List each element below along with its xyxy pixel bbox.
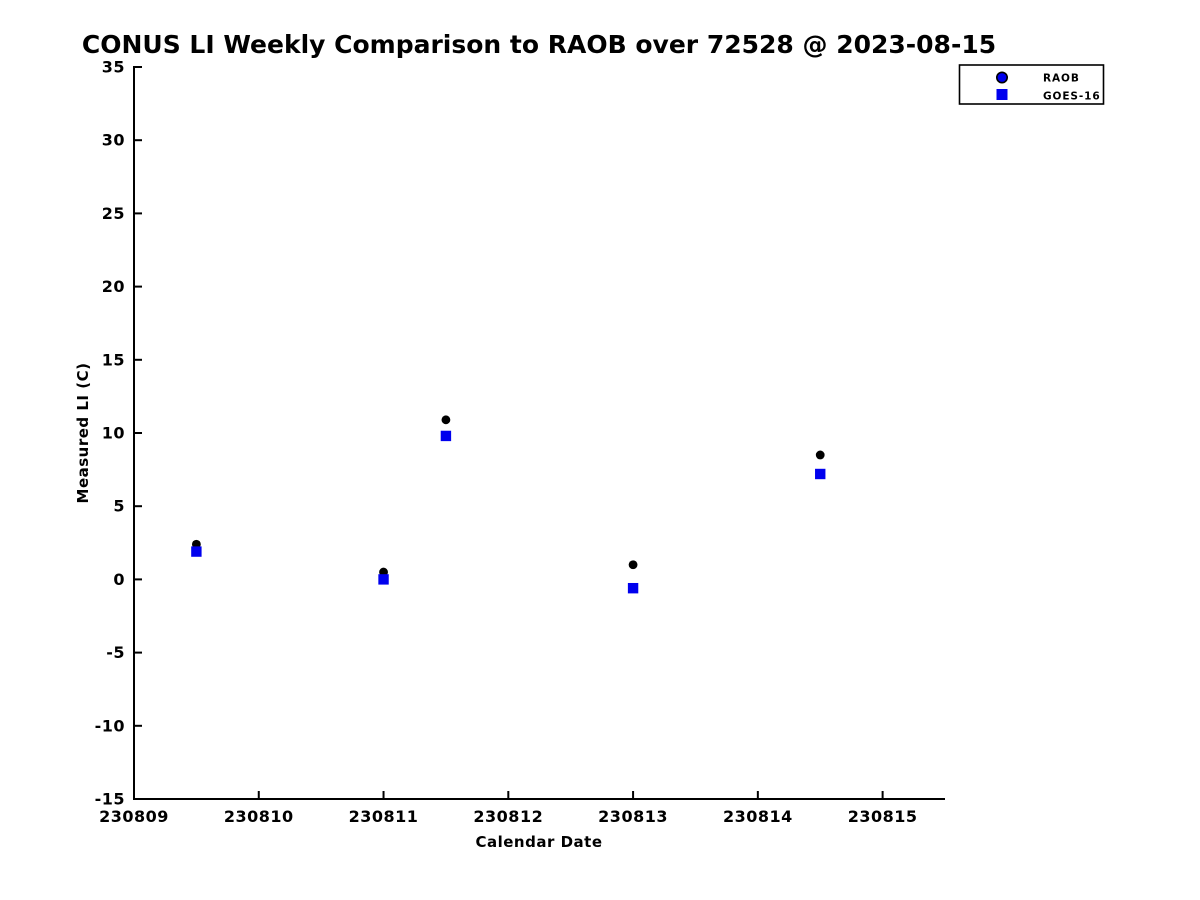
legend-box (958, 64, 1105, 105)
y-tick-label: 5 (113, 497, 125, 516)
goes16-marker-icon (996, 89, 1008, 100)
y-tick-label: 25 (102, 204, 125, 223)
x-tick-label: 230812 (473, 807, 543, 826)
goes16-point (627, 582, 639, 594)
x-tick-label: 230815 (848, 807, 918, 826)
goes16-point (378, 574, 389, 585)
x-axis-ticks: 230809 230810 230811 230812 230813 230814 2308… (99, 791, 917, 826)
x-tick-label: 230814 (723, 807, 793, 826)
x-tick-label: 230810 (224, 807, 294, 826)
raob-point (628, 560, 638, 570)
raob-marker-icon (995, 71, 1008, 84)
y-tick-label: 0 (113, 570, 125, 589)
raob-point (441, 415, 451, 425)
y-tick-label: 10 (102, 424, 125, 443)
x-axis-label: Calendar Date (475, 833, 602, 851)
y-tick-label: 30 (102, 131, 125, 150)
legend-item-raob: RAOB (995, 71, 1080, 85)
y-tick-label: -5 (106, 643, 125, 662)
y-tick-label: -15 (95, 790, 125, 809)
legend-item-goes16: GOES-16 (996, 89, 1101, 103)
chart-title: CONUS LI Weekly Comparison to RAOB over … (82, 30, 996, 59)
y-tick-label: -10 (95, 716, 125, 735)
goes16-point (440, 430, 452, 442)
legend-label-goes16: GOES-16 (1043, 91, 1101, 103)
plot-points (191, 415, 826, 594)
raob-point (815, 450, 825, 460)
x-tick-label: 230809 (99, 807, 169, 826)
legend: RAOB GOES-16 (958, 64, 1105, 105)
goes16-point (191, 546, 202, 557)
x-tick-label: 230811 (349, 807, 419, 826)
y-axis-label: Measured LI (C) (74, 363, 92, 504)
y-tick-label: 20 (102, 277, 125, 296)
x-tick-label: 230813 (598, 807, 668, 826)
goes16-point (815, 468, 826, 480)
legend-label-raob: RAOB (1043, 73, 1080, 85)
axes-spines (133, 66, 945, 800)
y-tick-label: 15 (102, 350, 125, 369)
y-tick-label: 35 (102, 58, 125, 77)
y-axis-ticks: 35 30 25 20 15 10 5 0 -5 -10 -15 (95, 58, 142, 809)
